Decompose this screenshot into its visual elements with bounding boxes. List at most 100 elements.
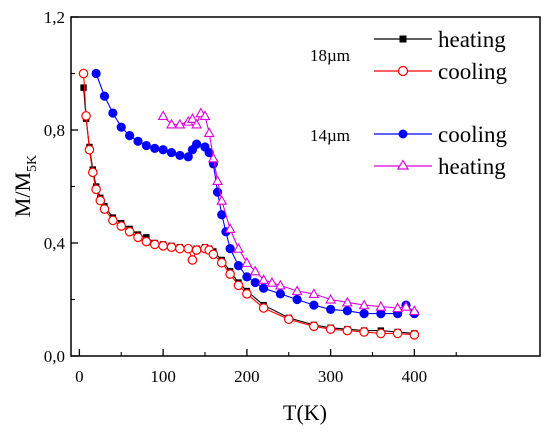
data-point [309, 300, 319, 310]
data-point [242, 272, 252, 282]
data-point [133, 136, 143, 146]
data-point [87, 167, 98, 178]
data-point [400, 300, 412, 311]
data-point [203, 127, 215, 137]
legend-label-cooling-18um: cooling [438, 59, 507, 84]
data-point [233, 261, 244, 271]
series-layer [78, 68, 420, 340]
data-point [212, 175, 223, 185]
data-point [325, 293, 337, 304]
data-point [191, 245, 202, 255]
data-point [359, 309, 369, 319]
data-point [375, 300, 387, 311]
y-axis-title-subscript: 5K [25, 155, 40, 172]
data-point [157, 110, 169, 121]
data-point [166, 242, 177, 253]
x-tick-label: 400 [402, 367, 428, 386]
data-point [249, 265, 261, 276]
legend-marker-cooling-14um [398, 129, 408, 139]
x-tick-label: 0 [75, 367, 84, 386]
data-point [91, 184, 101, 195]
y-axis-title-main: M/M [10, 172, 35, 217]
legend-marker-cooling-18um [397, 65, 409, 77]
legend-marker-heating-18um [399, 35, 407, 43]
data-point [183, 152, 193, 162]
legend-marker-heating-14um [396, 159, 410, 170]
data-point [250, 277, 260, 288]
data-point [392, 302, 404, 313]
axes-layer: 0 100 200 300 400 0,0 0,4 0,8 1,2 [44, 8, 457, 386]
series-heating-14µm [157, 107, 420, 315]
series-cooling-18µm [78, 68, 420, 340]
x-axis-title: T(K) [283, 400, 327, 425]
legend-group-label-14um: 14µm [310, 126, 350, 145]
data-point [258, 274, 270, 284]
data-point [241, 257, 253, 267]
data-point [408, 305, 420, 315]
data-point [91, 68, 101, 79]
x-tick-label: 100 [150, 367, 176, 386]
data-point [81, 111, 91, 121]
data-point [358, 299, 370, 310]
data-point [133, 232, 143, 243]
data-point [225, 244, 235, 254]
data-point [108, 108, 118, 118]
data-point [266, 276, 278, 287]
data-point [80, 84, 87, 91]
data-point [359, 327, 369, 337]
data-point [342, 306, 352, 316]
data-point [191, 118, 203, 129]
data-point [308, 288, 320, 299]
data-point [259, 283, 269, 293]
x-tick-label: 300 [318, 367, 344, 386]
data-point [274, 279, 286, 290]
data-point [233, 280, 244, 291]
data-point [376, 309, 386, 319]
y-axis-title: M/M5K [10, 155, 40, 217]
data-point [326, 304, 336, 314]
data-point [208, 249, 219, 260]
series-cooling-14µm [91, 68, 419, 319]
data-point [376, 328, 386, 339]
data-point [95, 195, 106, 206]
data-point [207, 152, 219, 163]
data-point [78, 68, 89, 79]
data-point [99, 204, 110, 214]
data-point [158, 145, 168, 155]
series-line [95, 73, 415, 315]
legend-label-cooling-14um: cooling [438, 122, 507, 147]
data-point [309, 321, 319, 332]
data-point [116, 221, 127, 231]
data-point [242, 289, 252, 299]
data-point [199, 110, 211, 121]
data-point [283, 314, 294, 325]
legend-group-label-18um: 18µm [310, 46, 350, 65]
data-point [217, 210, 227, 220]
y-tick-label: 0,0 [44, 347, 65, 366]
data-point [216, 194, 228, 205]
data-point [187, 255, 198, 265]
data-point [141, 140, 151, 151]
data-point [141, 236, 152, 247]
data-point [258, 303, 269, 313]
y-tick-label: 0,4 [44, 234, 66, 253]
data-point [183, 243, 194, 254]
data-point [204, 148, 214, 158]
data-point [342, 325, 353, 336]
data-point [166, 148, 177, 158]
data-point [84, 144, 95, 155]
legend-label-heating-18um: heating [438, 27, 506, 52]
y-tick-label: 0,8 [44, 121, 65, 140]
data-point [233, 243, 244, 253]
data-point [216, 257, 227, 268]
data-point [409, 330, 420, 340]
data-point [108, 215, 118, 226]
y-tick-label: 1,2 [44, 8, 65, 27]
x-tick-label: 200 [234, 367, 260, 386]
data-point [149, 239, 160, 250]
data-point [125, 131, 135, 141]
data-point [325, 324, 336, 334]
data-point [175, 243, 185, 254]
data-point [99, 91, 110, 101]
data-point [116, 122, 126, 132]
